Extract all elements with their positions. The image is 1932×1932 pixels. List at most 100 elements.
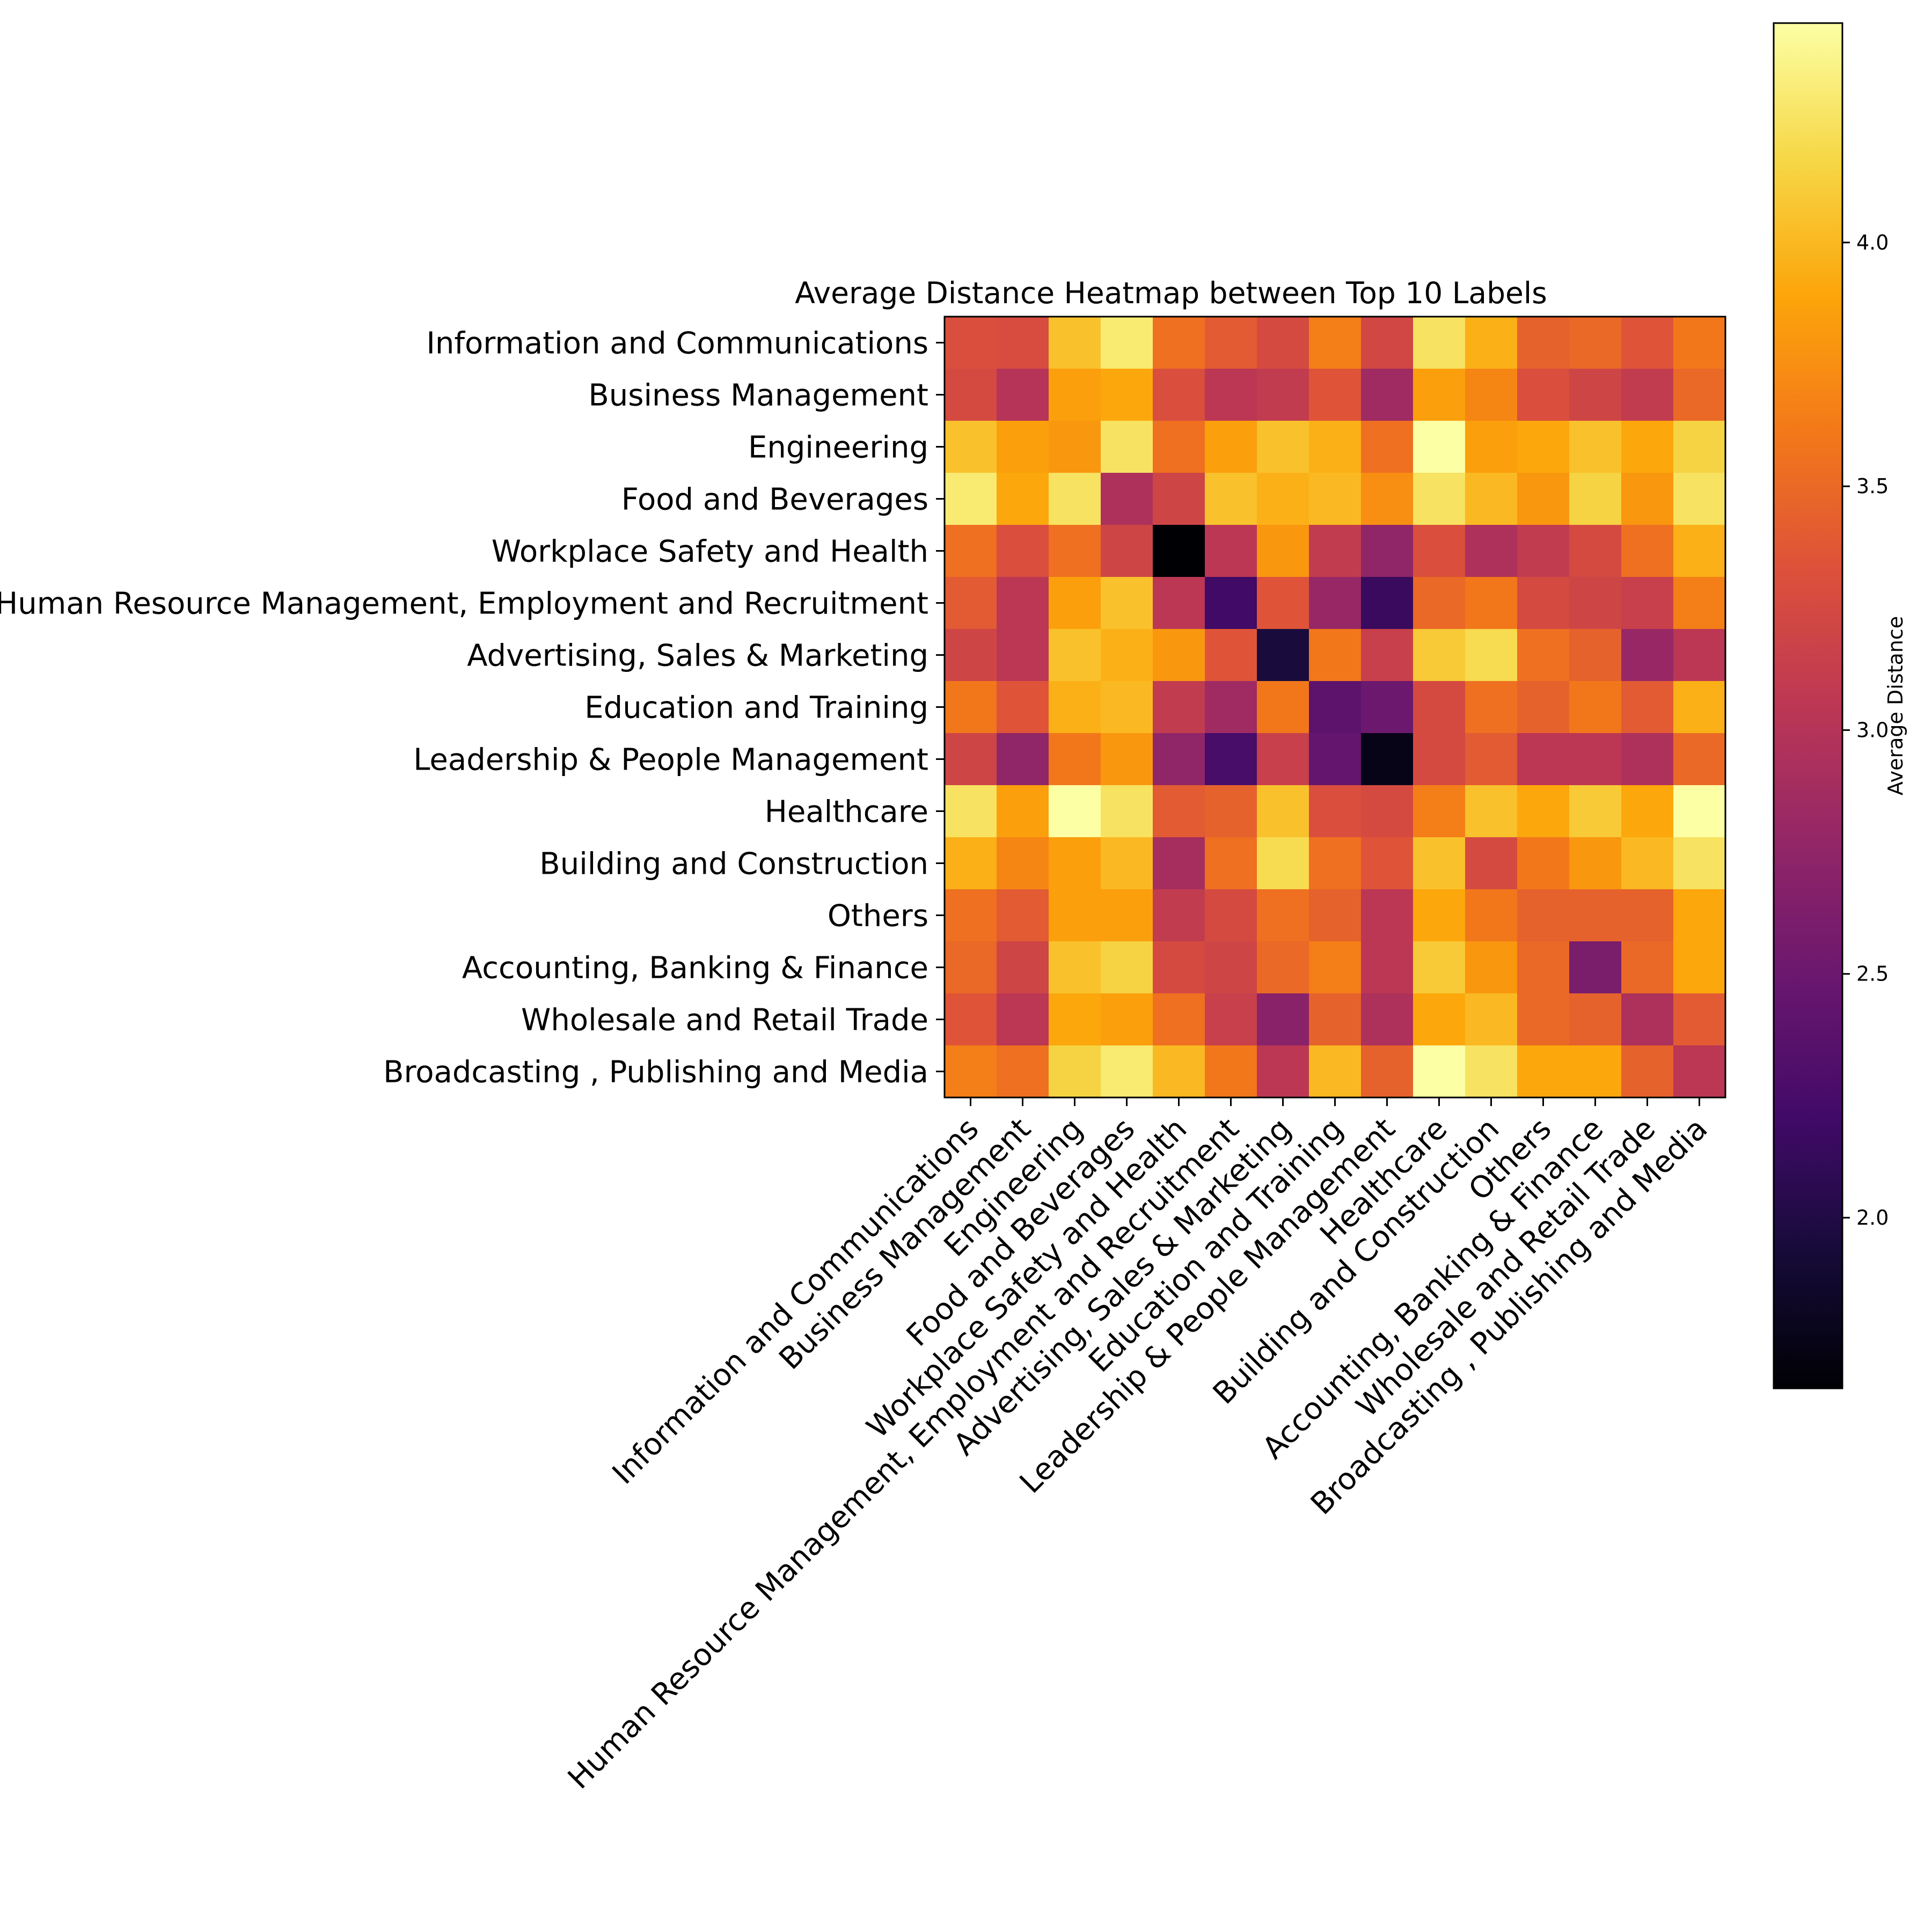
heatmap-cell bbox=[1517, 421, 1570, 473]
y-tick-label: Workplace Safety and Health bbox=[492, 535, 928, 569]
heatmap-cell bbox=[1621, 889, 1674, 942]
heatmap-cell bbox=[1621, 681, 1674, 734]
heatmap-cell bbox=[1517, 681, 1570, 734]
heatmap-cell bbox=[1309, 941, 1362, 994]
heatmap-cell bbox=[1049, 785, 1101, 838]
heatmap-cell bbox=[1049, 889, 1101, 942]
heatmap-cell bbox=[1361, 993, 1414, 1046]
heatmap-cell bbox=[1049, 837, 1101, 890]
heatmap-cell bbox=[1673, 317, 1726, 369]
heatmap-cell bbox=[997, 941, 1049, 994]
heatmap-cell bbox=[1101, 577, 1153, 630]
heatmap-cell bbox=[1049, 941, 1101, 994]
heatmap-cell bbox=[1205, 421, 1257, 473]
heatmap-cell bbox=[1153, 473, 1205, 525]
heatmap-cell bbox=[945, 629, 997, 682]
heatmap-cell bbox=[1621, 421, 1674, 473]
heatmap-cell bbox=[945, 785, 997, 838]
heatmap-cell bbox=[1517, 993, 1570, 1046]
heatmap-cell bbox=[1413, 733, 1466, 786]
heatmap-cell bbox=[1049, 733, 1101, 786]
heatmap-cell bbox=[1569, 317, 1622, 369]
heatmap-cell bbox=[1673, 993, 1726, 1046]
heatmap-cell bbox=[1309, 421, 1362, 473]
heatmap-cell bbox=[1569, 837, 1622, 890]
heatmap-cell bbox=[1153, 681, 1205, 734]
heatmap-cell bbox=[1257, 629, 1309, 682]
heatmap-cell bbox=[1101, 473, 1153, 525]
heatmap-cell bbox=[1465, 473, 1518, 525]
heatmap-cell bbox=[1205, 577, 1257, 630]
heatmap-cell bbox=[1205, 733, 1257, 786]
heatmap-cell bbox=[1517, 785, 1570, 838]
heatmap-cell bbox=[1361, 681, 1414, 734]
heatmap-cell bbox=[1153, 837, 1205, 890]
heatmap-cell bbox=[1257, 993, 1309, 1046]
heatmap-cell bbox=[997, 421, 1049, 473]
y-tick-label: Advertising, Sales & Marketing bbox=[467, 639, 928, 674]
colorbar-tick-label: 3.5 bbox=[1856, 474, 1889, 498]
heatmap-cell bbox=[1205, 889, 1257, 942]
y-tick-label: Building and Construction bbox=[539, 847, 928, 882]
heatmap-cell bbox=[1413, 525, 1466, 577]
heatmap-cell bbox=[1569, 421, 1622, 473]
colorbar-tick-label: 2.5 bbox=[1856, 962, 1889, 986]
colorbar-tick-label: 3.0 bbox=[1856, 718, 1889, 742]
heatmap-cell bbox=[1673, 1045, 1726, 1098]
heatmap-cell bbox=[1309, 577, 1362, 630]
heatmap-cell bbox=[1465, 733, 1518, 786]
heatmap-cell bbox=[1205, 525, 1257, 577]
heatmap-cell bbox=[1101, 421, 1153, 473]
heatmap-cell bbox=[1465, 993, 1518, 1046]
heatmap-cell bbox=[1413, 473, 1466, 525]
heatmap-cell bbox=[997, 681, 1049, 734]
heatmap-cell bbox=[945, 577, 997, 630]
heatmap-cell bbox=[1413, 317, 1466, 369]
heatmap-cell bbox=[945, 369, 997, 421]
heatmap-cell bbox=[1257, 785, 1309, 838]
heatmap-cell bbox=[1153, 369, 1205, 421]
heatmap-cell bbox=[1621, 785, 1674, 838]
heatmap-cell bbox=[1673, 837, 1726, 890]
heatmap-cell bbox=[1101, 681, 1153, 734]
colorbar bbox=[1773, 22, 1843, 1389]
y-tick-label: Business Management bbox=[588, 378, 928, 413]
heatmap-cell bbox=[1673, 525, 1726, 577]
heatmap-cell bbox=[1309, 681, 1362, 734]
heatmap-cell bbox=[1361, 733, 1414, 786]
y-tick-label: Human Resource Management, Employment an… bbox=[0, 587, 928, 621]
heatmap-cell bbox=[1517, 889, 1570, 942]
heatmap-cell bbox=[1153, 1045, 1205, 1098]
heatmap-cell bbox=[1517, 837, 1570, 890]
heatmap-cell bbox=[1673, 733, 1726, 786]
heatmap-cell bbox=[1517, 317, 1570, 369]
heatmap-cell bbox=[1517, 525, 1570, 577]
heatmap-cell bbox=[1205, 369, 1257, 421]
heatmap-cell bbox=[1569, 629, 1622, 682]
heatmap-cell bbox=[1465, 785, 1518, 838]
heatmap-cell bbox=[1621, 993, 1674, 1046]
heatmap-cell bbox=[1309, 317, 1362, 369]
heatmap-cell bbox=[1101, 993, 1153, 1046]
heatmap-cell bbox=[1361, 317, 1414, 369]
heatmap-cell bbox=[1413, 421, 1466, 473]
heatmap-cell bbox=[1621, 525, 1674, 577]
heatmap-cell bbox=[1049, 993, 1101, 1046]
heatmap-cell bbox=[1465, 837, 1518, 890]
heatmap-cell bbox=[1673, 681, 1726, 734]
heatmap-cell bbox=[1205, 993, 1257, 1046]
heatmap-cell bbox=[1621, 317, 1674, 369]
heatmap-cell bbox=[1205, 317, 1257, 369]
heatmap-cell bbox=[1569, 577, 1622, 630]
heatmap-cell bbox=[997, 889, 1049, 942]
heatmap-cell bbox=[1101, 317, 1153, 369]
heatmap-cell bbox=[1257, 473, 1309, 525]
heatmap-cell bbox=[1673, 577, 1726, 630]
heatmap-cell bbox=[1621, 473, 1674, 525]
heatmap-cell bbox=[1049, 1045, 1101, 1098]
y-tick-label: Leadership & People Management bbox=[413, 743, 928, 778]
heatmap-cell bbox=[1465, 1045, 1518, 1098]
heatmap-cell bbox=[945, 889, 997, 942]
heatmap-cell bbox=[1413, 681, 1466, 734]
heatmap-cell bbox=[945, 421, 997, 473]
